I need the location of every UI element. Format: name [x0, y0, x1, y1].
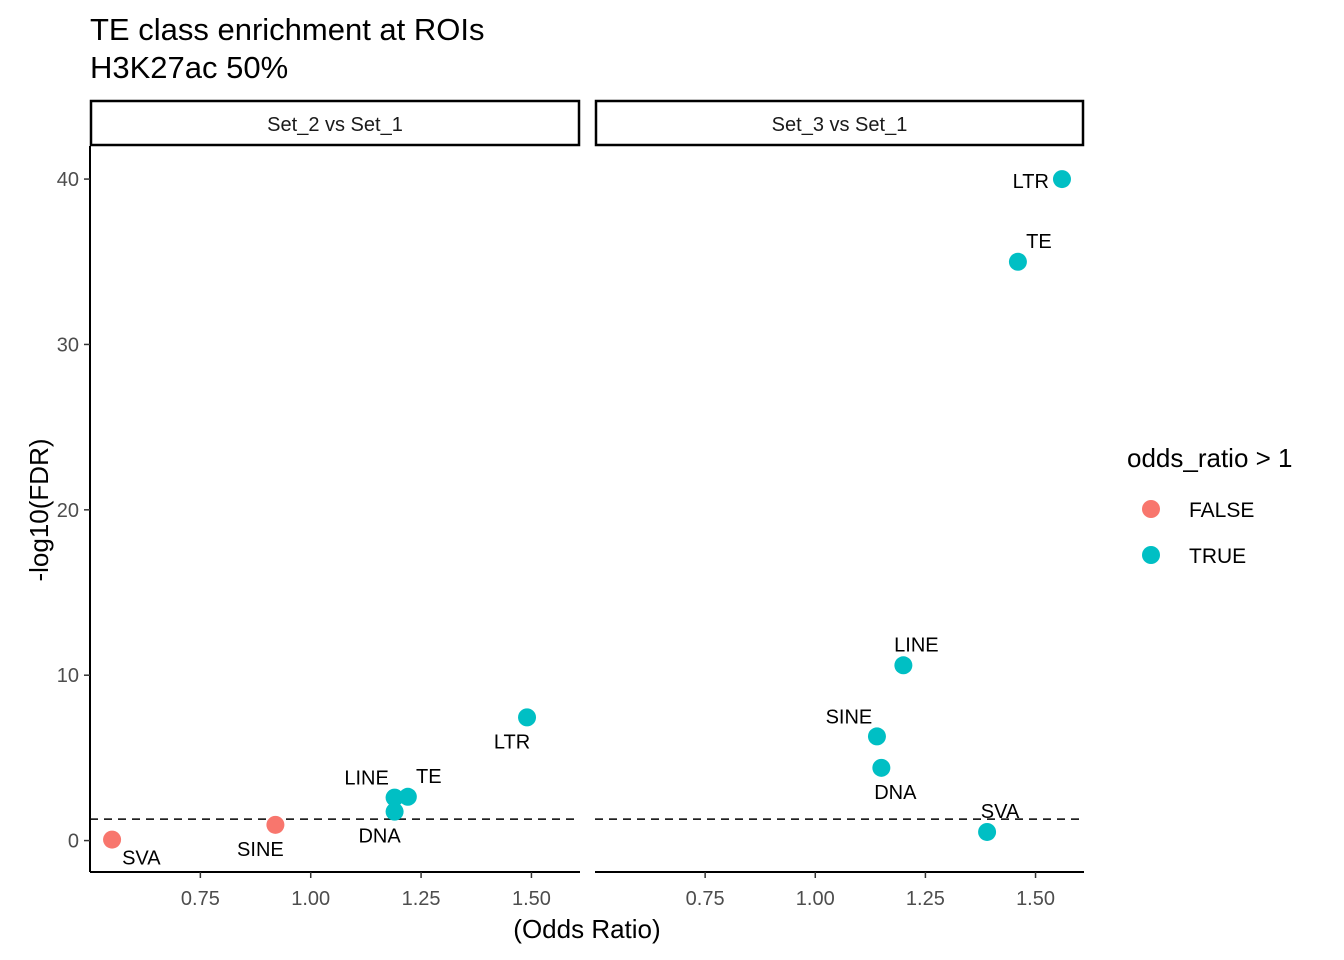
chart-title: TE class enrichment at ROIs	[90, 12, 485, 47]
facet-strip-label: Set_3 vs Set_1	[772, 114, 908, 136]
facet-strip-label: Set_2 vs Set_1	[267, 114, 403, 136]
x-tick-label: 1.00	[291, 888, 330, 910]
y-tick-label: 10	[57, 665, 79, 687]
data-label-dna: DNA	[358, 826, 401, 848]
data-point-dna	[872, 758, 891, 777]
legend-key-true	[1142, 546, 1160, 564]
y-tick-label: 0	[68, 831, 79, 853]
data-point-sine	[867, 727, 886, 746]
y-tick-label: 20	[57, 500, 79, 522]
data-label-line: LINE	[894, 634, 938, 656]
y-tick-label: 30	[57, 334, 79, 356]
legend-title: odds_ratio > 1	[1127, 443, 1293, 473]
legend-label-true: TRUE	[1189, 545, 1246, 568]
x-axis-title: (Odds Ratio)	[513, 914, 660, 944]
data-label-ltr: LTR	[1013, 171, 1049, 193]
data-point-ltr	[1052, 170, 1071, 189]
data-label-sva: SVA	[981, 801, 1020, 823]
x-tick-label: 1.50	[512, 888, 551, 910]
facet-strip	[89, 99, 581, 147]
data-label-dna: DNA	[874, 782, 917, 804]
x-tick-label: 1.00	[796, 888, 835, 910]
x-tick-label: 1.25	[402, 888, 441, 910]
legend-label-false: FALSE	[1189, 499, 1254, 522]
facet-panel-2: Set_3 vs Set_1 0.75 1.00 1.25 1.50 SVA DNA SINE…	[594, 99, 1085, 910]
facet-panel-1: Set_2 vs Set_1 0 10 20 30 40 0.75 1.00 1.25 1.50 S…	[57, 99, 581, 910]
data-label-ltr: LTR	[494, 731, 530, 753]
data-point-line	[894, 656, 913, 675]
data-point-sva	[978, 822, 997, 841]
chart-subtitle: H3K27ac 50%	[90, 50, 288, 85]
data-point-te	[1008, 252, 1027, 271]
x-tick-label: 0.75	[686, 888, 725, 910]
x-tick-label: 1.25	[906, 888, 945, 910]
x-tick-label: 1.50	[1016, 888, 1055, 910]
data-point-ltr	[518, 708, 537, 727]
y-tick-label: 40	[57, 169, 79, 191]
facet-strip	[594, 99, 1085, 147]
data-point-dna	[385, 802, 404, 821]
y-axis-title: -log10(FDR)	[24, 438, 54, 581]
data-label-line: LINE	[344, 768, 388, 790]
x-tick-label: 0.75	[181, 888, 220, 910]
legend-key-false	[1142, 500, 1160, 518]
data-point-sine	[266, 815, 285, 834]
data-point-sva	[103, 830, 122, 849]
legend: odds_ratio > 1 FALSE TRUE	[1127, 443, 1293, 568]
data-point-te	[398, 787, 417, 806]
data-label-te: TE	[416, 766, 442, 788]
data-label-sva: SVA	[122, 848, 161, 870]
data-label-te: TE	[1026, 231, 1052, 253]
data-point-line	[385, 788, 404, 807]
data-label-sine: SINE	[237, 839, 284, 861]
data-label-sine: SINE	[826, 706, 873, 728]
